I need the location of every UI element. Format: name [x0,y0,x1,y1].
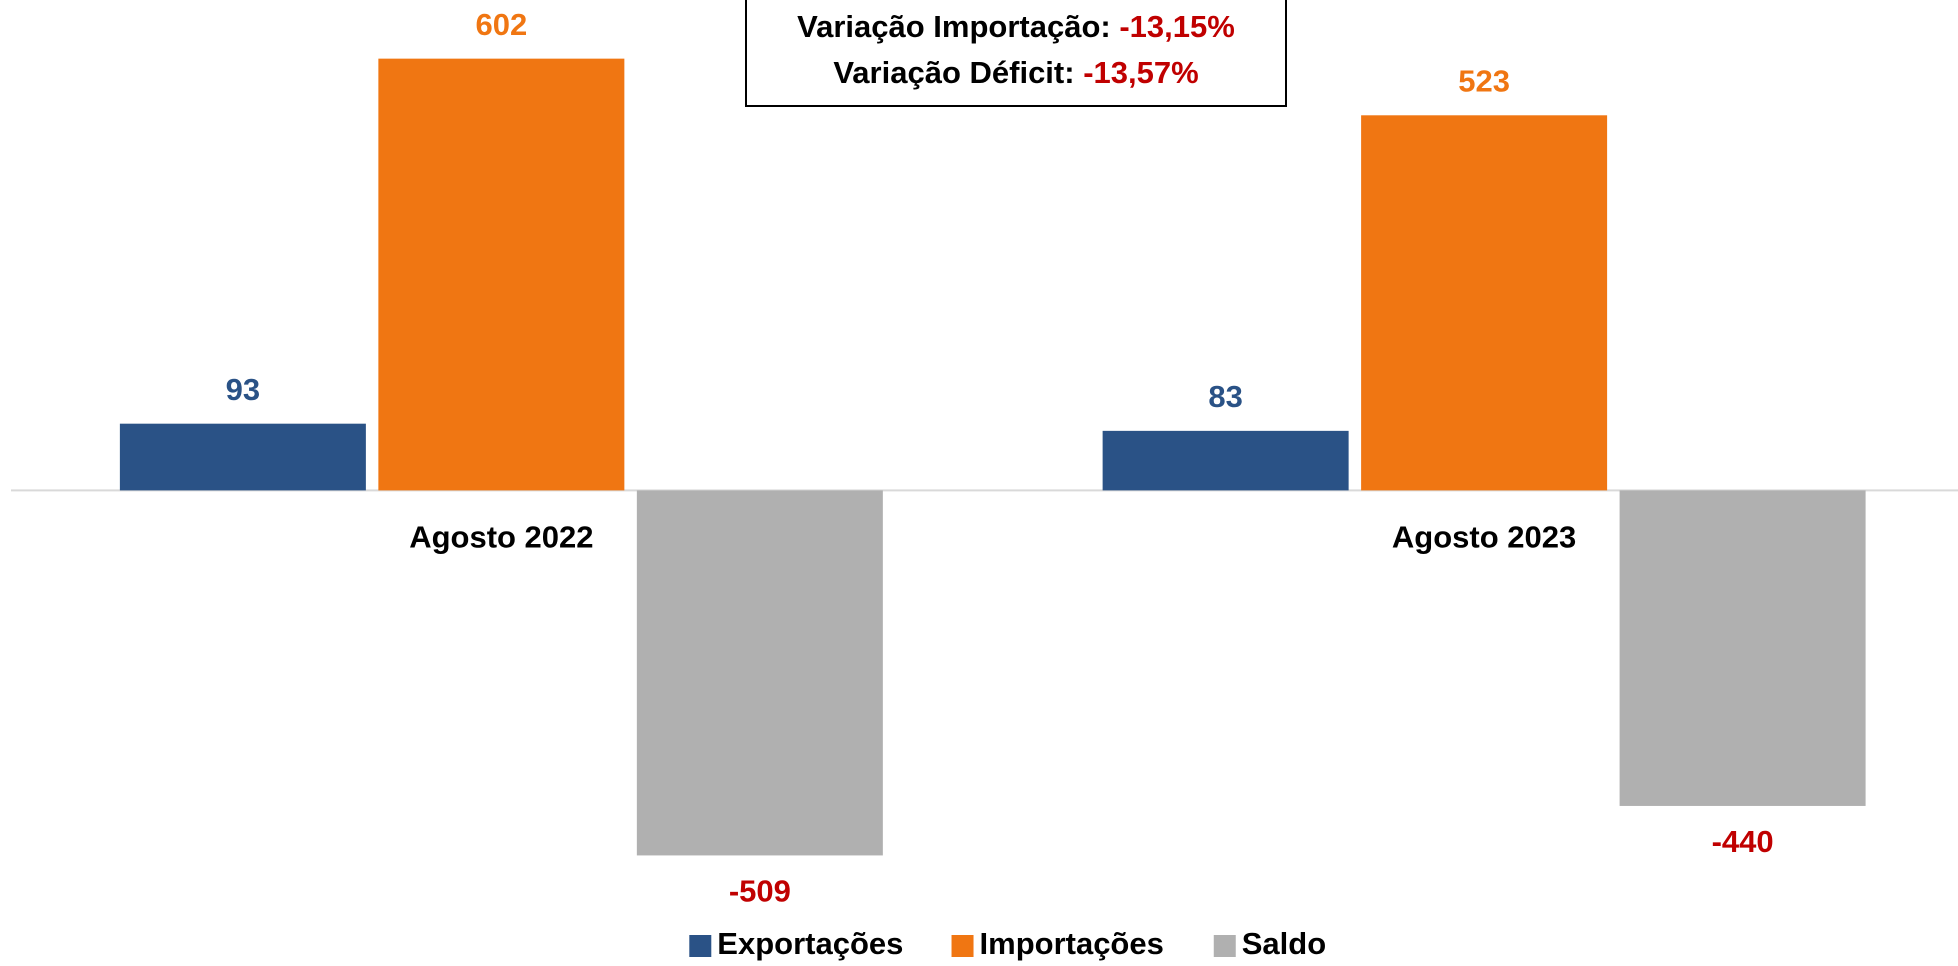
legend-swatch [951,935,974,957]
annotation-label: Variação Importação: [797,9,1111,44]
annotation-label: Variação Déficit: [833,55,1074,90]
bar [636,490,883,856]
bar [378,58,625,491]
bar [1361,115,1608,491]
data-label: 602 [475,7,527,42]
legend-label: Importações [980,926,1164,961]
legend-label: Saldo [1242,926,1326,961]
bar [119,423,366,491]
bar [1102,430,1349,491]
data-label: 83 [1208,379,1242,414]
legend-label: Exportações [717,926,903,961]
annotation: Variação Déficit: -13,57% [833,55,1198,90]
annotation-value: -13,57% [1083,55,1198,90]
bar [1619,490,1866,806]
data-label: -440 [1712,824,1774,859]
x-tick-label: Agosto 2022 [409,520,593,555]
annotation-value: -13,15% [1119,9,1234,44]
data-label: 523 [1458,63,1510,98]
data-label: -509 [729,874,791,909]
legend-swatch [1213,935,1236,957]
annotation: Variação Importação: -13,15% [797,9,1235,44]
x-tick-label: Agosto 2023 [1392,520,1576,555]
annotation-box [745,0,1287,107]
legend-swatch [689,935,712,957]
data-label: 93 [226,372,260,407]
